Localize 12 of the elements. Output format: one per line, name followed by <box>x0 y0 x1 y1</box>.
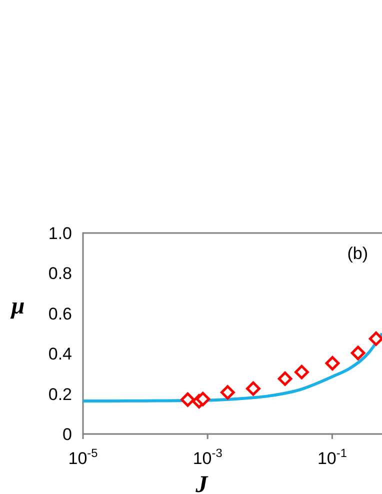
y-tick-label: 0.6 <box>48 304 72 324</box>
y-tick-label: 0.2 <box>48 384 72 404</box>
y-tick-label: 0.8 <box>48 264 72 284</box>
x-tick-label: 10$^{-1}$ <box>317 446 348 468</box>
y-tick-label: 1.0 <box>48 224 72 243</box>
y-axis-title: μ <box>9 294 25 320</box>
x-axis-title: J <box>194 472 209 494</box>
x-tick-label: 10$^{-5}$ <box>68 446 98 468</box>
y-tick-label: 0 <box>62 424 72 444</box>
y-tick-label: 0.4 <box>48 344 72 364</box>
x-tick-label: 10$^{-3}$ <box>192 446 223 468</box>
annotation: (b) <box>347 244 368 263</box>
